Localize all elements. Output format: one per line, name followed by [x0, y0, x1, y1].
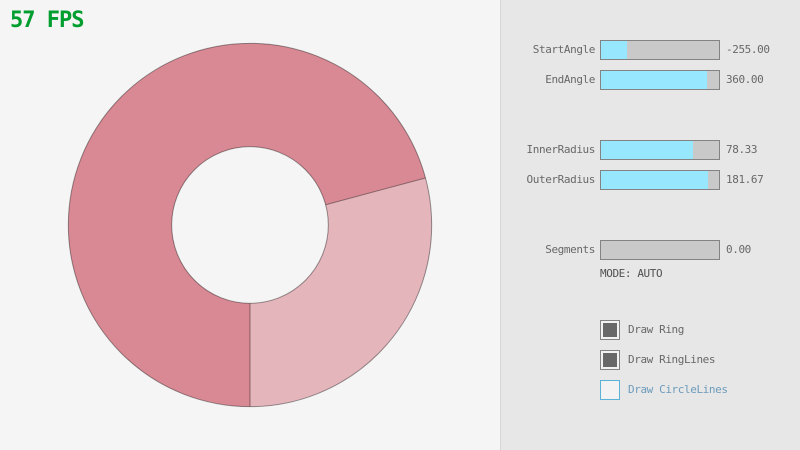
checkbox-row-draw-ringlines: Draw RingLines	[501, 350, 800, 370]
checkbox-label-draw-ringlines: Draw RingLines	[628, 353, 716, 366]
checkbox-label-draw-ring: Draw Ring	[628, 323, 685, 336]
slider-fill-innerradius	[601, 141, 694, 159]
checkbox-row-draw-circlelines: Draw CircleLines	[501, 380, 800, 400]
slider-segments[interactable]	[600, 240, 720, 260]
mode-label: MODE: AUTO	[600, 267, 663, 280]
checkbox-draw-ringlines[interactable]	[600, 350, 620, 370]
ring-inner-outline	[171, 146, 329, 304]
slider-value-segments: 0.00	[726, 243, 751, 256]
panel-divider	[500, 0, 501, 450]
slider-endangle[interactable]	[600, 70, 720, 90]
checkbox-draw-ring[interactable]	[600, 320, 620, 340]
checkbox-row-draw-ring: Draw Ring	[501, 320, 800, 340]
slider-innerradius[interactable]	[600, 140, 720, 160]
ring-radial-line-1	[325, 177, 426, 206]
slider-row-segments: Segments 0.00	[501, 240, 800, 260]
slider-label-innerradius: InnerRadius	[526, 143, 596, 156]
slider-value-startangle: -255.00	[726, 43, 770, 56]
slider-label-segments: Segments	[545, 243, 595, 256]
ring-outer-outline	[67, 42, 433, 408]
slider-value-outerradius: 181.67	[726, 173, 764, 186]
slider-row-innerradius: InnerRadius 78.33	[501, 140, 800, 160]
slider-fill-endangle	[601, 71, 708, 89]
slider-fill-outerradius	[601, 171, 709, 189]
side-panel: StartAngle -255.00 EndAngle 360.00 Inner…	[501, 0, 800, 450]
checkbox-draw-circlelines[interactable]	[600, 380, 620, 400]
checkbox-label-draw-circlelines: Draw CircleLines	[628, 383, 728, 396]
slider-label-startangle: StartAngle	[532, 43, 596, 56]
ring-sector-double	[68, 43, 426, 407]
slider-label-outerradius: OuterRadius	[526, 173, 596, 186]
slider-outerradius[interactable]	[600, 170, 720, 190]
slider-label-endangle: EndAngle	[545, 73, 595, 86]
slider-value-innerradius: 78.33	[726, 143, 758, 156]
slider-row-endangle: EndAngle 360.00	[501, 70, 800, 90]
slider-startangle[interactable]	[600, 40, 720, 60]
slider-row-outerradius: OuterRadius 181.67	[501, 170, 800, 190]
fps-counter: 57 FPS	[10, 8, 84, 33]
slider-fill-startangle	[601, 41, 627, 59]
slider-value-endangle: 360.00	[726, 73, 764, 86]
ring-canvas	[67, 42, 433, 408]
ring-sector-single	[250, 177, 432, 407]
slider-row-startangle: StartAngle -255.00	[501, 40, 800, 60]
